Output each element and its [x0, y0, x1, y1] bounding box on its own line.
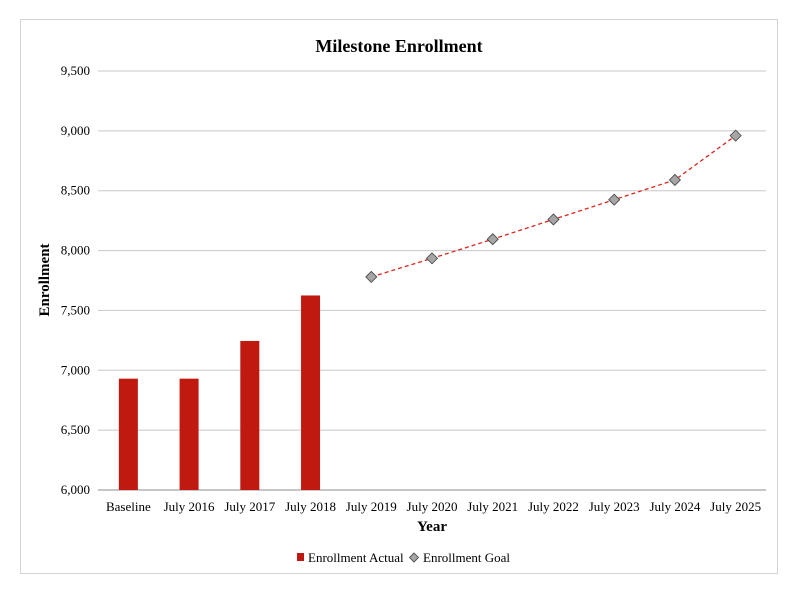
x-tick-label: July 2025	[710, 499, 761, 514]
x-tick-label: July 2022	[528, 499, 579, 514]
chart-title: Milestone Enrollment	[315, 36, 482, 56]
y-tick-label: 6,000	[61, 482, 90, 497]
y-tick-label: 8,500	[61, 183, 90, 198]
goal-point	[486, 233, 499, 246]
goal-line	[371, 135, 737, 278]
legend-label-actual: Enrollment Actual	[308, 550, 404, 565]
y-tick-label: 7,000	[61, 362, 90, 377]
x-tick-label: July 2017	[224, 499, 275, 514]
x-tick-label: July 2019	[346, 499, 397, 514]
x-tick-label: Baseline	[106, 499, 151, 514]
bar	[240, 340, 260, 490]
bar	[118, 378, 138, 490]
goal-point	[547, 213, 560, 226]
y-tick-label: 6,500	[61, 422, 90, 437]
y-tick-label: 9,500	[61, 63, 90, 78]
x-tick-labels: Baseline July 2016 July 2017 July 2018 July …	[106, 499, 761, 514]
x-tick-label: July 2023	[589, 499, 640, 514]
y-tick-labels: 6,000 6,500 7,000 7,500 8,000 8,500 9,000 9,500	[61, 63, 90, 497]
legend-label-goal: Enrollment Goal	[423, 550, 510, 565]
gridlines	[98, 70, 766, 491]
x-tick-label: July 2021	[467, 499, 518, 514]
bar	[301, 295, 321, 490]
goal-point	[729, 129, 742, 142]
legend-swatch-goal	[408, 552, 420, 563]
goal-point	[668, 173, 681, 187]
y-tick-label: 9,000	[61, 123, 90, 138]
y-axis-label: Enrollment	[37, 243, 53, 316]
legend: Enrollment Actual Enrollment Goal	[297, 550, 510, 565]
y-tick-label: 7,500	[61, 302, 90, 317]
x-tick-label: July 2020	[407, 499, 458, 514]
x-tick-label: July 2024	[649, 499, 700, 514]
bar	[179, 378, 199, 490]
goal-point	[365, 270, 378, 283]
line-series-goal	[365, 129, 742, 283]
x-axis-label: Year	[417, 519, 447, 535]
goal-point	[425, 252, 439, 265]
y-tick-label: 8,000	[61, 243, 90, 258]
chart-frame	[20, 19, 778, 574]
x-tick-label: July 2016	[164, 499, 215, 514]
legend-swatch-actual	[297, 553, 304, 561]
bar-series-actual	[118, 295, 321, 490]
goal-point	[608, 193, 621, 206]
x-tick-label: July 2018	[285, 499, 336, 514]
